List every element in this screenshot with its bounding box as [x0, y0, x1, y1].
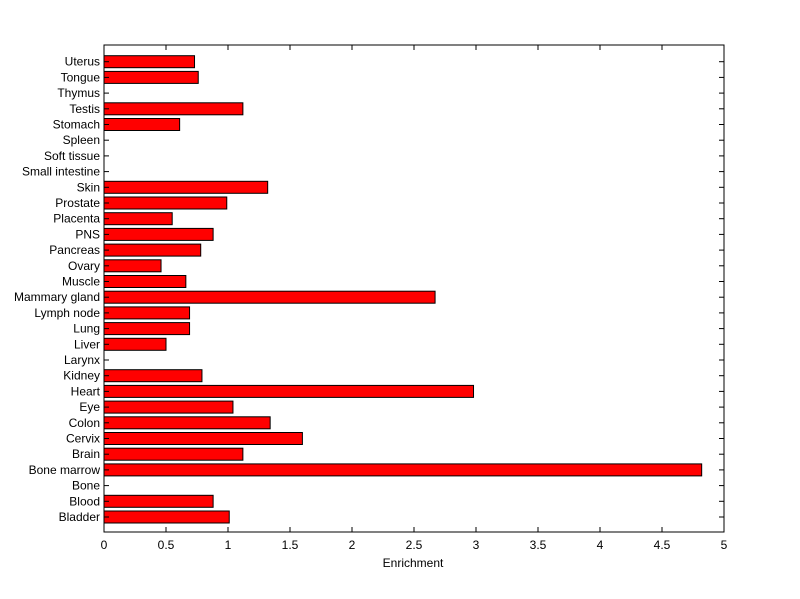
bar-pns — [103, 227, 214, 241]
bar-muscle — [103, 275, 187, 288]
y-tick-label: Prostate — [55, 196, 100, 210]
bar-kidney — [103, 369, 203, 383]
bar-testis — [103, 102, 244, 116]
bar-uterus — [103, 55, 196, 69]
x-tick-label: 1 — [225, 538, 232, 552]
x-tick-label: 0.5 — [158, 538, 175, 552]
y-tick-label: Mammary gland — [14, 290, 100, 304]
y-tick-label: Kidney — [63, 369, 100, 383]
y-tick-label: Bladder — [59, 510, 100, 524]
x-axis: 0 0.5 1 1.5 2 2.5 3 3.5 4 4.5 5 — [101, 45, 728, 552]
bar-prostate — [103, 196, 228, 210]
y-tick-label: Muscle — [62, 275, 100, 289]
x-tick-label: 4 — [597, 538, 604, 552]
y-tick-label: Small intestine — [22, 165, 100, 179]
x-tick-label: 2.5 — [406, 538, 423, 552]
y-tick-label: Liver — [74, 337, 100, 351]
y-tick-label: Stomach — [53, 118, 100, 132]
bar-stomach — [103, 118, 181, 131]
y-tick-label: Thymus — [57, 86, 100, 100]
bar-placenta — [103, 212, 173, 226]
bar-ovary — [103, 259, 162, 273]
bar-blood — [103, 494, 214, 508]
bar-colon — [103, 416, 271, 430]
y-tick-label: Eye — [79, 400, 100, 414]
y-tick-label: Colon — [69, 416, 100, 430]
bar-skin — [103, 180, 269, 194]
y-tick-label: Bone — [72, 479, 100, 493]
y-tick-label: Tongue — [61, 70, 101, 84]
y-tick-label: Bone marrow — [29, 463, 101, 477]
bar-bone-marrow — [103, 463, 703, 477]
x-tick-label: 3 — [473, 538, 480, 552]
y-tick-label: Uterus — [65, 55, 100, 69]
bar-pancreas — [103, 243, 202, 257]
bar-cervix — [103, 432, 303, 445]
bar-bladder — [103, 510, 230, 524]
bar-brain — [103, 447, 244, 461]
y-tick-label: Ovary — [68, 259, 100, 273]
x-tick-label: 2 — [349, 538, 356, 552]
x-tick-label: 1.5 — [282, 538, 299, 552]
y-tick-label: Heart — [71, 384, 101, 398]
bar-lymph-node — [103, 306, 191, 320]
bar-liver — [103, 337, 167, 351]
x-tick-label: 4.5 — [654, 538, 671, 552]
x-tick-label: 0 — [101, 538, 108, 552]
y-tick-label: Testis — [69, 102, 100, 116]
y-tick-label: Soft tissue — [44, 149, 100, 163]
y-tick-label: Lung — [73, 322, 100, 336]
bar-mammary-gland — [103, 290, 436, 304]
x-axis-title: Enrichment — [383, 556, 444, 570]
y-tick-label: Cervix — [66, 432, 100, 446]
y-tick-label: Larynx — [64, 353, 100, 367]
y-tick-label: Blood — [69, 494, 100, 508]
bar-tongue — [103, 70, 199, 84]
bar-heart — [103, 384, 475, 398]
y-tick-label: Skin — [77, 180, 100, 194]
bar-lung — [103, 322, 191, 336]
x-tick-label: 3.5 — [530, 538, 547, 552]
y-tick-label: Spleen — [63, 133, 100, 147]
bar-eye — [103, 400, 234, 414]
plot-frame — [103, 44, 725, 533]
y-tick-label: Placenta — [53, 212, 100, 226]
y-tick-label: Brain — [72, 447, 100, 461]
x-tick-label: 5 — [721, 538, 728, 552]
y-tick-label: Pancreas — [49, 243, 100, 257]
y-tick-label: PNS — [75, 227, 100, 241]
y-tick-label: Lymph node — [34, 306, 100, 320]
